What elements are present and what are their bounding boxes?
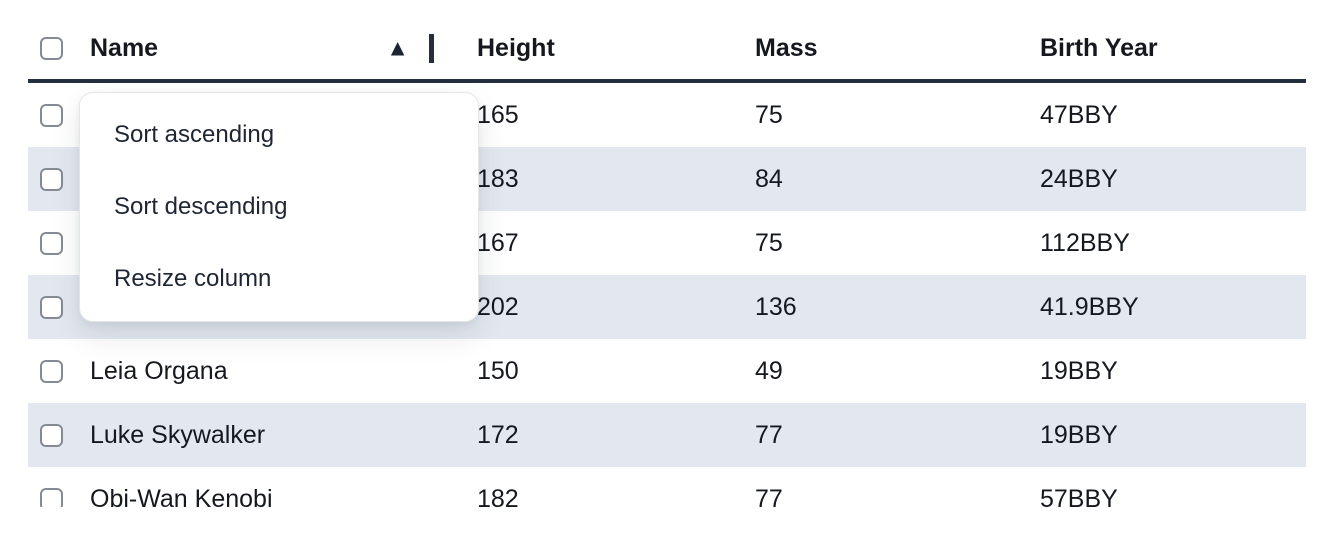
menu-item-sort-ascending[interactable]: Sort ascending: [114, 121, 275, 148]
cell-mass: 84: [755, 164, 783, 193]
cell-name: Luke Skywalker: [90, 420, 266, 449]
cell-height: 172: [477, 420, 519, 449]
cell-birth-year: 19BBY: [1040, 356, 1118, 385]
row-checkbox[interactable]: [40, 167, 63, 191]
table-row: Leia Organa 150 49 19BBY: [28, 339, 1306, 403]
cell-height: 165: [477, 100, 519, 129]
column-header-name[interactable]: Name ▲: [78, 34, 437, 63]
select-all-checkbox[interactable]: [40, 37, 63, 60]
row-checkbox[interactable]: [40, 295, 63, 319]
cell-birth-year: 57BBY: [1040, 484, 1118, 508]
column-header-mass[interactable]: Mass: [715, 34, 1000, 63]
cell-height: 182: [477, 484, 519, 508]
sort-ascending-icon: ▲: [386, 34, 409, 61]
column-header-mass-label: Mass: [755, 34, 818, 62]
cell-mass: 75: [755, 100, 783, 129]
cell-mass: 77: [755, 420, 783, 449]
cell-birth-year: 24BBY: [1040, 164, 1118, 193]
cell-birth-year: 19BBY: [1040, 420, 1118, 449]
cell-height: 150: [477, 356, 519, 385]
cell-mass: 77: [755, 484, 783, 508]
cell-height: 183: [477, 164, 519, 193]
cell-height: 167: [477, 228, 519, 257]
row-checkbox[interactable]: [40, 359, 63, 383]
table-row: Obi-Wan Kenobi 182 77 57BBY: [28, 467, 1306, 507]
row-checkbox[interactable]: [40, 103, 63, 127]
row-checkbox[interactable]: [40, 231, 63, 255]
table-header-row: Name ▲ Height Mass Birth Year: [28, 0, 1306, 83]
table-row: Luke Skywalker 172 77 19BBY: [28, 403, 1306, 467]
cell-birth-year: 112BBY: [1040, 228, 1130, 257]
cell-name: Leia Organa: [90, 356, 228, 385]
row-checkbox[interactable]: [40, 423, 63, 447]
cell-mass: 75: [755, 228, 783, 257]
cell-name: Obi-Wan Kenobi: [90, 484, 273, 508]
column-header-height-label: Height: [477, 34, 555, 62]
column-header-height[interactable]: Height: [437, 34, 715, 63]
menu-item-sort-descending[interactable]: Sort descending: [114, 193, 288, 220]
header-checkbox-cell: [28, 37, 78, 60]
cell-mass: 49: [755, 356, 783, 385]
row-checkbox[interactable]: [40, 487, 63, 507]
cell-mass: 136: [755, 292, 797, 321]
column-header-birth-year-label: Birth Year: [1040, 34, 1158, 62]
cell-birth-year: 47BBY: [1040, 100, 1118, 129]
menu-item-resize-column[interactable]: Resize column: [114, 265, 272, 292]
cell-height: 202: [477, 292, 519, 321]
column-context-menu: Sort ascending Sort descending Resize co…: [79, 92, 479, 322]
column-header-name-label: Name: [90, 34, 159, 62]
column-header-birth-year[interactable]: Birth Year: [1000, 34, 1306, 63]
column-resize-handle[interactable]: [429, 34, 437, 63]
cell-birth-year: 41.9BBY: [1040, 292, 1139, 321]
